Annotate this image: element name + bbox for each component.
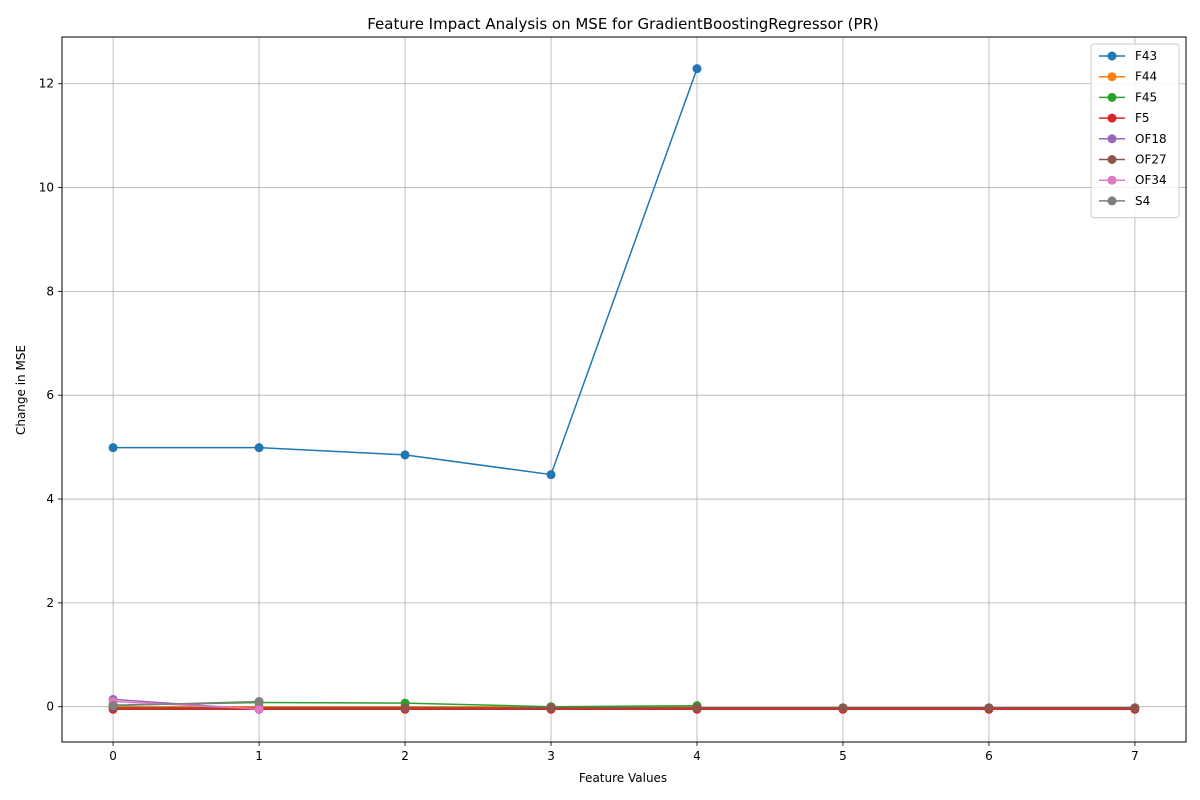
data-point-of27 bbox=[838, 703, 848, 713]
legend-label-f45: F45 bbox=[1135, 90, 1157, 104]
x-tick-label: 1 bbox=[255, 749, 263, 763]
legend-marker-of27 bbox=[1107, 155, 1117, 164]
legend-item-of34: OF34 bbox=[1099, 173, 1167, 187]
x-tick-label: 7 bbox=[1131, 749, 1139, 763]
x-tick-label: 6 bbox=[985, 749, 993, 763]
legend-label-of27: OF27 bbox=[1135, 153, 1167, 167]
legend-marker-s4 bbox=[1107, 196, 1117, 206]
data-point-of34 bbox=[254, 704, 264, 714]
series-f43 bbox=[108, 64, 702, 480]
legend-marker-of34 bbox=[1107, 175, 1117, 185]
legend-marker-f43 bbox=[1107, 51, 1117, 61]
plot-frame bbox=[61, 36, 1187, 743]
legend-label-s4: S4 bbox=[1135, 194, 1150, 208]
data-point-of27 bbox=[984, 703, 994, 713]
x-axis-label: Feature Values bbox=[579, 771, 667, 785]
legend-item-f45: F45 bbox=[1099, 90, 1157, 104]
data-point-f43 bbox=[692, 64, 702, 74]
data-point-f43 bbox=[254, 443, 264, 453]
legend-label-of34: OF34 bbox=[1135, 173, 1167, 187]
y-tick-label: 8 bbox=[46, 284, 54, 298]
series-s4 bbox=[108, 697, 264, 711]
data-point-f43 bbox=[546, 470, 556, 480]
legend-label-f5: F5 bbox=[1135, 111, 1150, 125]
legend-marker-f44 bbox=[1107, 72, 1117, 82]
legend-marker-of18 bbox=[1107, 134, 1117, 144]
legend-marker-f45 bbox=[1107, 92, 1117, 102]
data-series bbox=[108, 64, 1140, 714]
series-line-of34 bbox=[113, 700, 260, 710]
series-line-s4 bbox=[113, 700, 260, 707]
data-point-of27 bbox=[1130, 703, 1140, 713]
x-tick-label: 0 bbox=[109, 749, 117, 763]
x-tick-label: 3 bbox=[547, 749, 555, 763]
y-tick-label: 12 bbox=[39, 77, 54, 91]
y-axis-label: Change in MSE bbox=[14, 345, 28, 435]
legend-item-of27: OF27 bbox=[1099, 153, 1167, 167]
legend-item-f44: F44 bbox=[1099, 70, 1157, 84]
legend-label-of18: OF18 bbox=[1135, 132, 1167, 146]
y-tick-label: 0 bbox=[46, 700, 54, 714]
legend-label-f43: F43 bbox=[1135, 49, 1157, 63]
legend-item-s4: S4 bbox=[1099, 194, 1150, 208]
legend-marker-f5 bbox=[1107, 113, 1117, 123]
legend-item-f43: F43 bbox=[1099, 49, 1157, 63]
data-point-of27 bbox=[400, 703, 410, 713]
data-point-s4 bbox=[254, 697, 264, 707]
data-point-s4 bbox=[108, 701, 118, 711]
data-point-of27 bbox=[692, 703, 702, 713]
x-tick-label: 5 bbox=[839, 749, 847, 763]
y-tick-label: 4 bbox=[46, 492, 54, 506]
data-point-f43 bbox=[400, 450, 410, 460]
legend-label-f44: F44 bbox=[1135, 70, 1157, 84]
chart-title: Feature Impact Analysis on MSE for Gradi… bbox=[367, 15, 879, 33]
legend-item-f5: F5 bbox=[1099, 111, 1150, 125]
legend-item-of18: OF18 bbox=[1099, 132, 1167, 146]
x-tick-label: 4 bbox=[693, 749, 701, 763]
legend-frame bbox=[1090, 43, 1180, 219]
data-point-f43 bbox=[108, 443, 118, 453]
x-tick-label: 2 bbox=[401, 749, 409, 763]
grid bbox=[62, 37, 1186, 742]
y-tick-label: 6 bbox=[46, 388, 54, 402]
legend: F43 F44 F45 F5 OF18 OF27 OF34 S4 bbox=[1090, 43, 1180, 219]
data-point-of27 bbox=[546, 703, 556, 713]
y-tick-label: 10 bbox=[39, 181, 54, 195]
y-tick-label: 2 bbox=[46, 596, 54, 610]
